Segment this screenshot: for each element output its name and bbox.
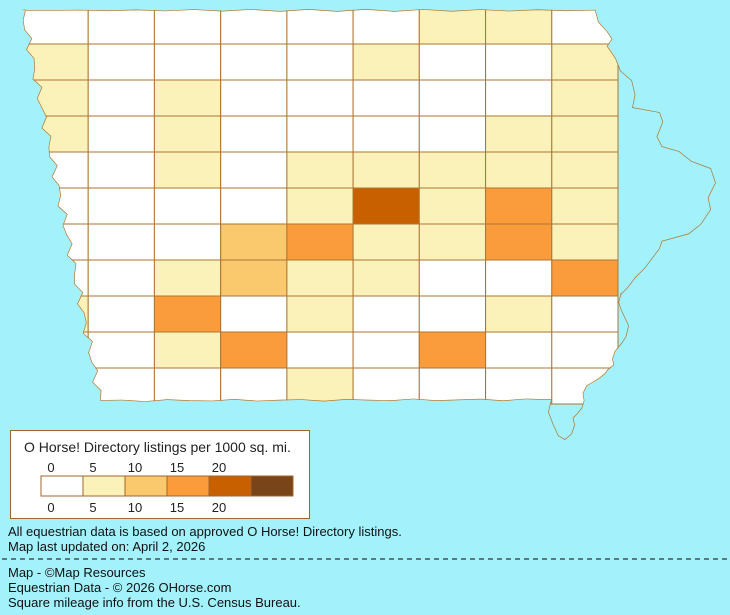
svg-text:15: 15 [170, 500, 184, 515]
svg-text:10: 10 [128, 460, 142, 475]
svg-text:0: 0 [47, 460, 54, 475]
svg-text:10: 10 [128, 500, 142, 515]
svg-text:0: 0 [47, 500, 54, 515]
svg-text:5: 5 [89, 460, 96, 475]
svg-text:20: 20 [212, 500, 226, 515]
svg-text:5: 5 [89, 500, 96, 515]
svg-text:20: 20 [212, 460, 226, 475]
svg-text:15: 15 [170, 460, 184, 475]
